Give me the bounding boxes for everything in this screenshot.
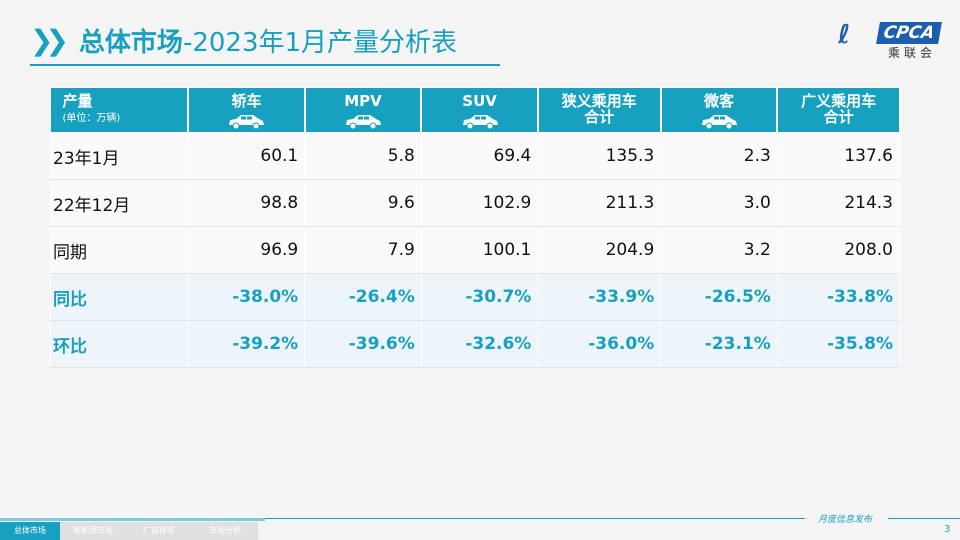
cell-value: 211.3: [537, 179, 662, 227]
cell-value: 3.2: [660, 226, 778, 274]
cell-value: -23.1%: [660, 320, 778, 368]
footer-accent-line: [0, 518, 265, 521]
logo-mark-icon: ℓ: [838, 20, 851, 50]
row-label: 23年1月: [50, 132, 189, 180]
cell-value: 98.8: [187, 179, 306, 227]
cell-value: 214.3: [776, 179, 901, 227]
cell-value: 208.0: [776, 226, 901, 274]
header-label: 产量: [62, 92, 93, 110]
cell-value: 100.1: [420, 226, 539, 274]
cell-value: 60.1: [187, 132, 306, 180]
column-label2: 合计: [584, 108, 615, 126]
header-unit: (单位：万辆): [62, 113, 121, 124]
footer-tabs: 总体市场 新能源市场 厂商排名 市场分析: [0, 522, 258, 540]
title-rest: -2023年1月产量分析表: [182, 28, 458, 58]
sedan-icon: [189, 113, 304, 129]
column-label: 微客: [704, 92, 735, 110]
page-number: 3: [944, 524, 951, 535]
cell-value: 9.6: [304, 179, 422, 227]
cell-value: -26.5%: [660, 273, 778, 321]
footer-tab[interactable]: 总体市场: [0, 522, 60, 540]
cell-value: 3.0: [660, 179, 778, 227]
column-label: MPV: [344, 92, 382, 110]
column-label2: 合计: [823, 108, 854, 126]
cell-value: 69.4: [420, 132, 539, 180]
row-label: 22年12月: [50, 179, 189, 227]
cell-value: -30.7%: [420, 273, 539, 321]
column-header: SUV: [420, 87, 539, 133]
cell-value: -39.2%: [187, 320, 306, 368]
cpca-logo: ℓ CPCA 乘联会: [838, 18, 943, 60]
row-label: 同比: [50, 273, 189, 321]
chevron-right-icon: ❯❯: [30, 24, 69, 57]
column-label: 广义乘用车: [801, 92, 877, 110]
production-table: 产量 (单位：万辆) 轿车 MPV SUV 狭义乘用车 合计 微客 广义乘用车 合计 23年1月…: [50, 87, 901, 368]
column-label: 轿车: [231, 92, 262, 110]
slide-title: ❯❯ 总体市场 -2023年1月产量分析表: [30, 22, 457, 59]
cell-value: 2.3: [660, 132, 778, 180]
footer-tab[interactable]: 新能源市场: [60, 522, 126, 540]
column-header: 狭义乘用车 合计: [536, 87, 662, 133]
suv-icon: [422, 113, 537, 129]
column-header: 轿车: [187, 87, 306, 133]
header-production: 产量 (单位：万辆): [50, 87, 189, 133]
cell-value: -33.9%: [537, 273, 662, 321]
cell-value: -38.0%: [187, 273, 306, 321]
cell-value: 102.9: [420, 179, 539, 227]
column-header: 广义乘用车 合计: [776, 87, 901, 133]
minivan-icon: [662, 113, 777, 129]
footer-tab[interactable]: 市场分析: [192, 522, 258, 540]
logo-cn: 乘联会: [888, 46, 937, 60]
table-row: 环比 -39.2% -39.6% -32.6% -36.0% -23.1% -35.8%: [50, 320, 901, 368]
cell-value: 204.9: [537, 226, 662, 274]
title-bold: 总体市场: [78, 28, 183, 58]
cell-value: -26.4%: [304, 273, 422, 321]
column-header: 微客: [659, 87, 778, 133]
table-row: 23年1月 60.1 5.8 69.4 135.3 2.3 137.6: [50, 132, 901, 180]
logo-text: CPCA: [876, 22, 942, 44]
title-underline: [30, 64, 500, 66]
cell-value: -35.8%: [776, 320, 901, 368]
table-row: 同比 -38.0% -26.4% -30.7% -33.9% -26.5% -33.8%: [50, 273, 901, 321]
column-label: SUV: [462, 92, 497, 110]
column-label: 狭义乘用车: [561, 92, 637, 110]
cell-value: -39.6%: [304, 320, 422, 368]
cell-value: -32.6%: [420, 320, 539, 368]
footer-line: [0, 518, 805, 519]
cell-value: 96.9: [187, 226, 306, 274]
mpv-icon: [306, 113, 421, 129]
cell-value: -36.0%: [537, 320, 662, 368]
table-row: 22年12月 98.8 9.6 102.9 211.3 3.0 214.3: [50, 179, 901, 227]
row-label: 环比: [50, 320, 189, 368]
column-header: MPV: [303, 87, 422, 133]
footer-tab[interactable]: 厂商排名: [126, 522, 192, 540]
cell-value: 137.6: [776, 132, 901, 180]
monthly-release: 月度信息发布: [818, 515, 873, 525]
row-label: 同期: [50, 226, 189, 274]
cell-value: -33.8%: [776, 273, 901, 321]
cell-value: 5.8: [304, 132, 422, 180]
cell-value: 7.9: [304, 226, 422, 274]
table-row: 同期 96.9 7.9 100.1 204.9 3.2 208.0: [50, 226, 901, 274]
footer-line-right: [888, 518, 960, 519]
cell-value: 135.3: [537, 132, 662, 180]
